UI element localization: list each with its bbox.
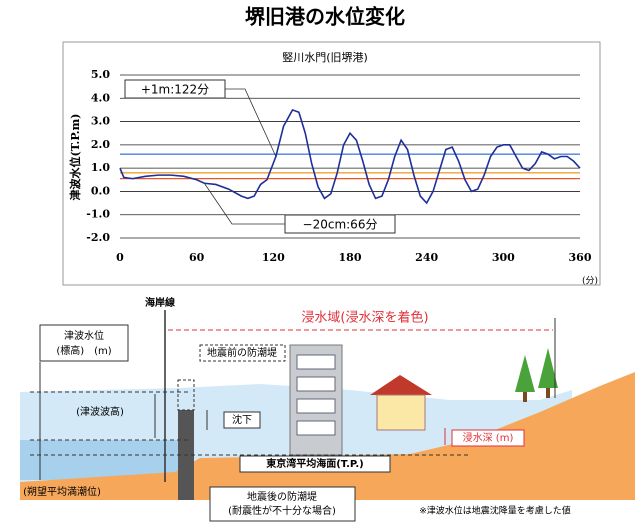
x-tick-label: 180 xyxy=(339,251,362,264)
label: 沈下 xyxy=(232,413,252,426)
y-tick-label: 0.0 xyxy=(91,184,110,197)
annotation-leader xyxy=(225,88,277,157)
annotation-leader xyxy=(204,183,285,225)
note: ※津波水位は地震沈降量を考慮した値 xyxy=(419,505,571,517)
label-box xyxy=(451,429,525,447)
label: (朔望平均満潮位) xyxy=(23,485,101,498)
label-box xyxy=(239,455,391,473)
x-tick-label: 240 xyxy=(415,251,438,264)
annotation: −20cm:66分 xyxy=(303,218,378,232)
annotation-box xyxy=(124,79,226,99)
annotation: +1m:122分 xyxy=(141,83,209,97)
y-tick-label: 1.0 xyxy=(91,161,110,174)
x-tick-label: 360 xyxy=(569,251,592,264)
y-tick-label: -1.0 xyxy=(86,208,110,221)
windows xyxy=(296,354,336,436)
label-box xyxy=(199,344,286,362)
chart-title: 堺旧港の水位変化 xyxy=(245,5,405,29)
annotation-box xyxy=(284,214,396,234)
house-roof xyxy=(370,375,432,395)
data-line xyxy=(119,108,581,205)
diagram: 海岸線 浸水域(浸水深を着色) 津波水位 (標高) (m) 地震前の防潮堤 (津… xyxy=(20,296,635,522)
y-tick-label: 2.0 xyxy=(91,138,110,151)
plot: -2.0 -1.0 0.0 1.0 2.0 3.0 4.0 5.0 0 60 120 180 240 30… xyxy=(86,68,592,264)
label: 浸水深 (m) xyxy=(463,432,514,444)
y-tick-label: 5.0 xyxy=(91,68,110,81)
house xyxy=(376,394,426,431)
x-tick-label: 300 xyxy=(492,251,515,264)
y-tick-label: 3.0 xyxy=(91,115,110,128)
y-tick-label: -2.0 xyxy=(86,231,110,244)
label: 東京湾平均海面(T.P.) xyxy=(266,457,364,470)
label: 海岸線 xyxy=(145,296,175,309)
label: 津波水位 xyxy=(64,329,104,342)
seawall-before xyxy=(177,379,195,411)
label: 地震前の防潮堤 xyxy=(207,346,277,359)
x-axis-label: (分) xyxy=(582,276,598,287)
x-tick-label: 120 xyxy=(262,251,285,264)
chart-subtitle: 竪川水門(旧堺港) xyxy=(282,51,368,64)
y-tick-label: 4.0 xyxy=(91,91,110,104)
y-axis-label: 津波水位(T.P.m) xyxy=(68,114,82,201)
label-box xyxy=(209,486,356,522)
label: (標高) (m) xyxy=(56,344,111,357)
label: (耐震性が不十分な場合) xyxy=(228,504,336,517)
label: 地震後の防潮堤 xyxy=(247,490,317,503)
label: 浸水域(浸水深を着色) xyxy=(301,310,428,326)
trees xyxy=(515,348,558,402)
label-box xyxy=(223,411,261,429)
label: (津波波高) xyxy=(76,405,124,418)
sea xyxy=(20,440,180,480)
land xyxy=(20,372,635,500)
x-tick-label: 0 xyxy=(116,251,124,264)
label-box xyxy=(39,324,129,362)
x-tick-label: 60 xyxy=(189,251,205,264)
